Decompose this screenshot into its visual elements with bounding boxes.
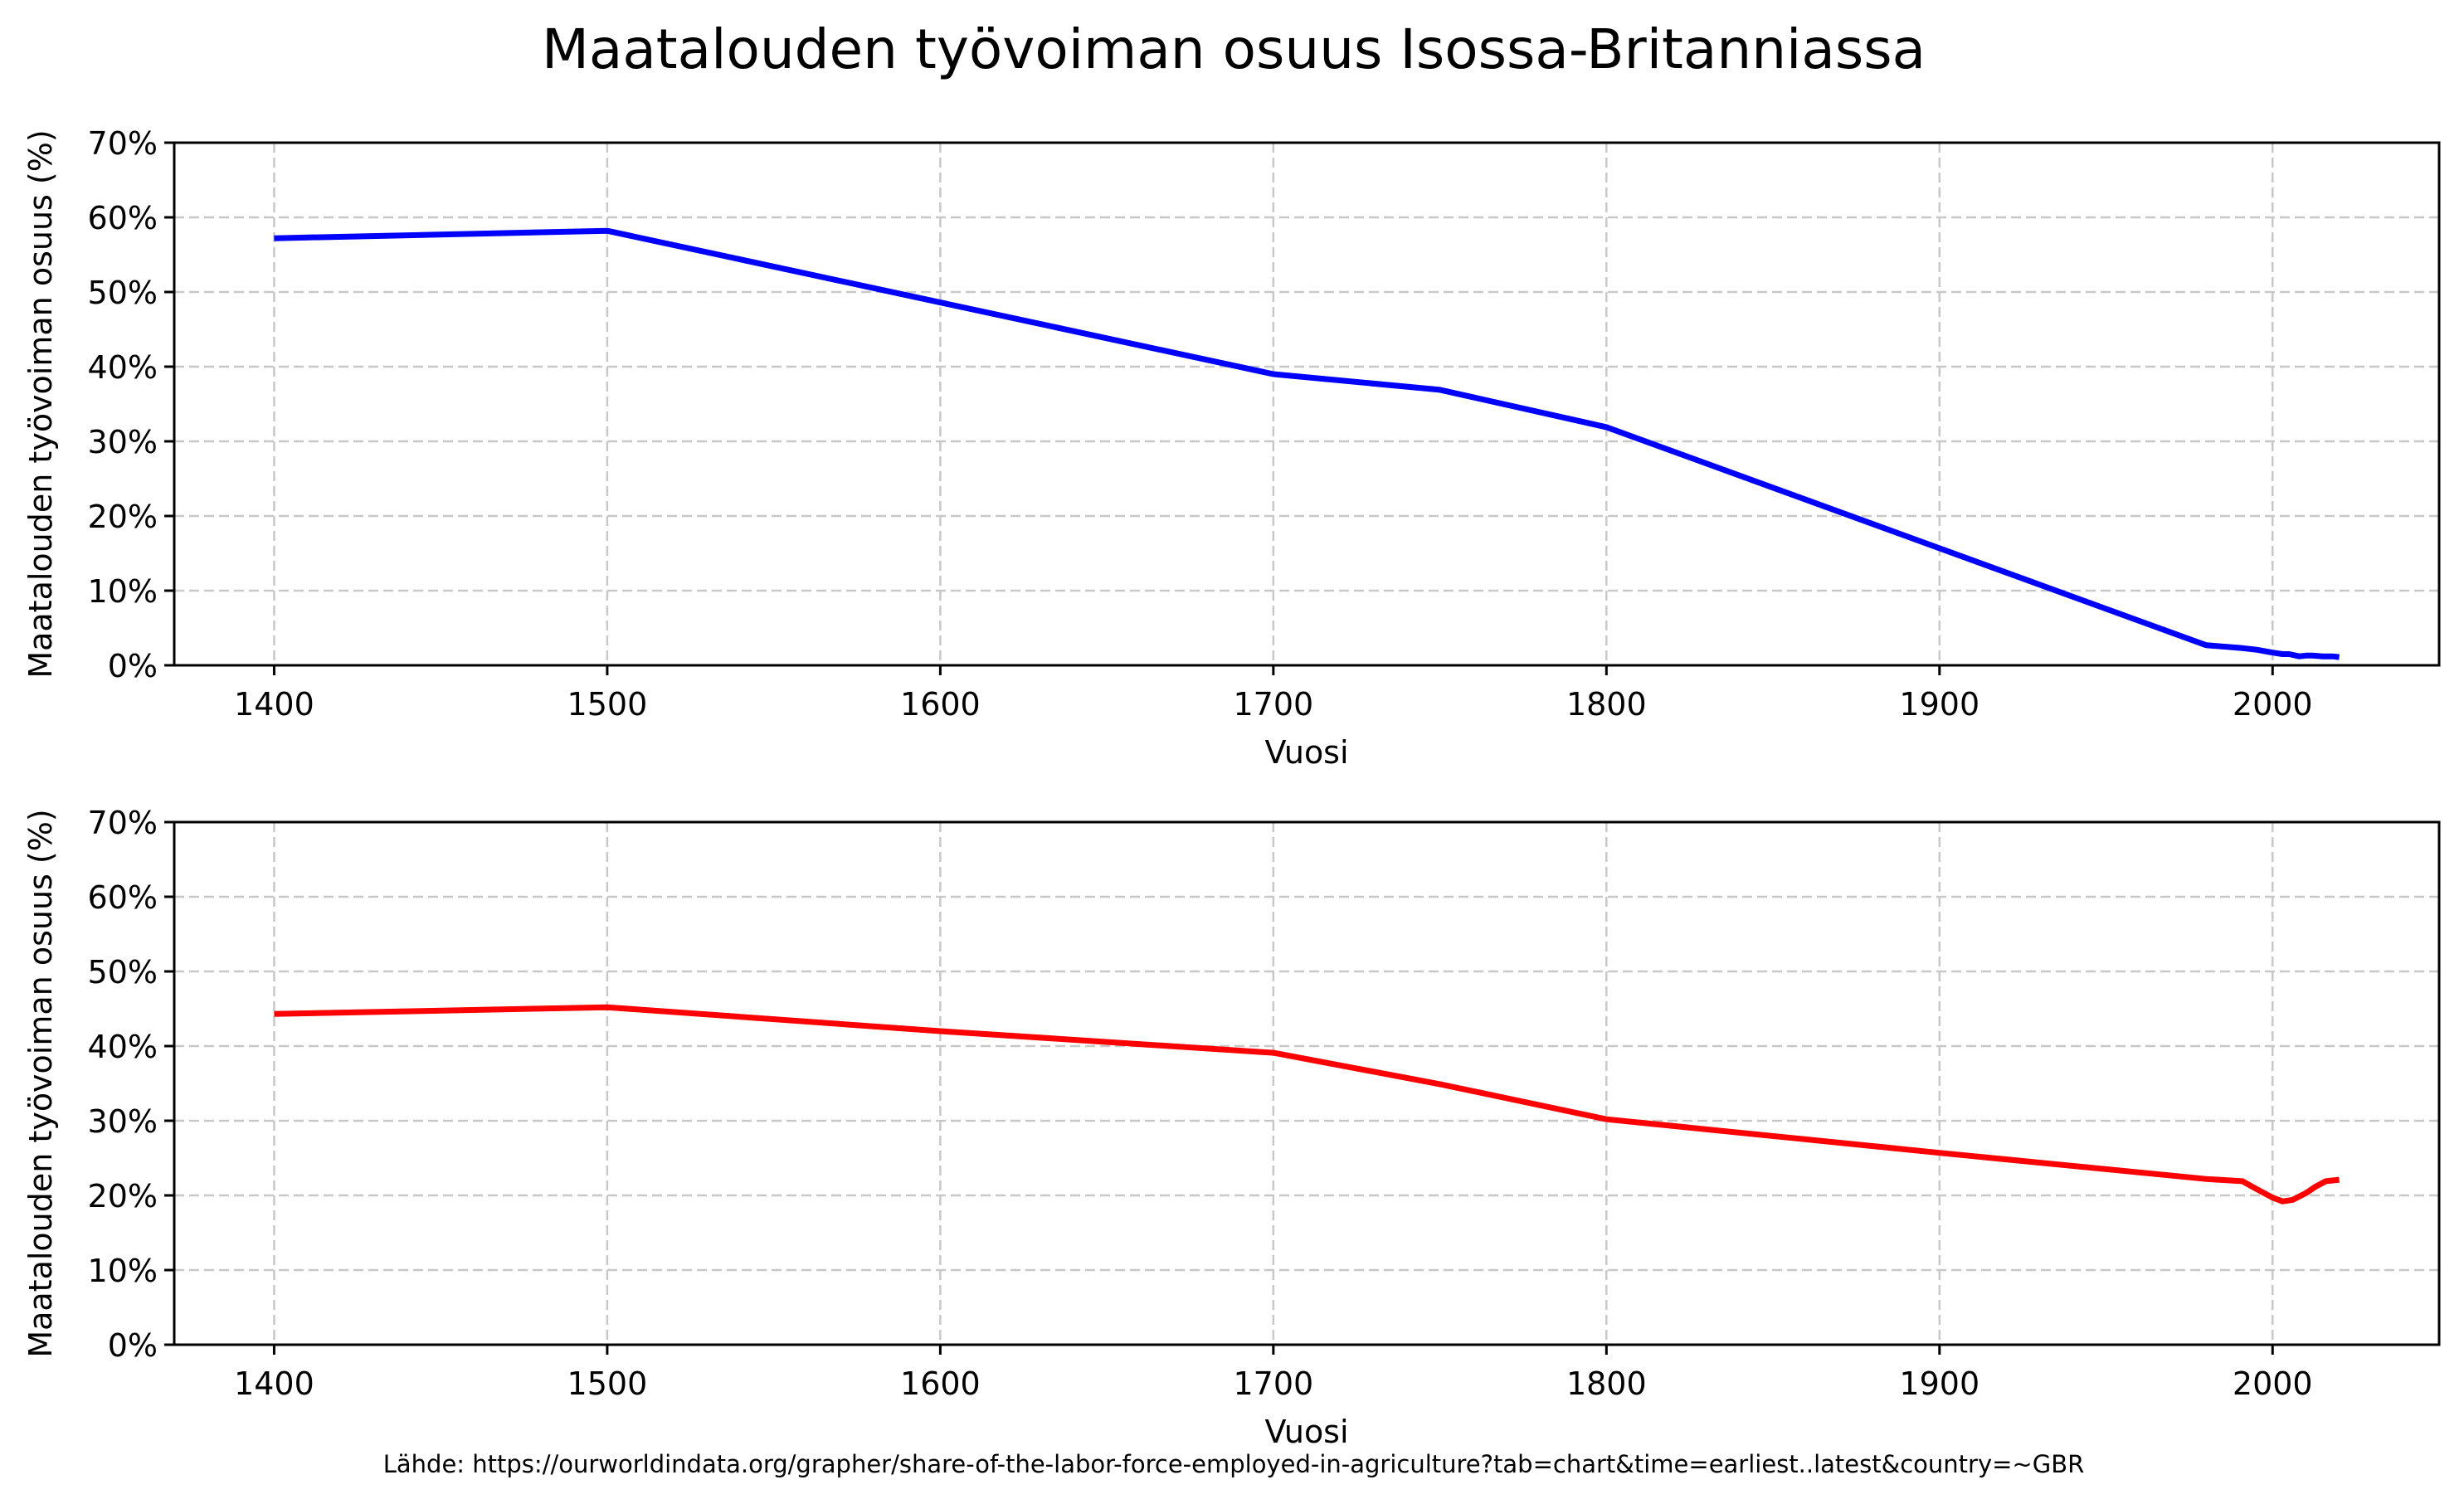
data-line	[274, 227, 2340, 660]
y-tick-label: 50%	[88, 954, 158, 990]
y-tick-label: 0%	[108, 648, 158, 684]
y-tick-label: 10%	[88, 573, 158, 610]
y-axis-label: Maatalouden työvoiman osuus (%)	[22, 809, 59, 1357]
y-tick-label: 10%	[88, 1253, 158, 1289]
x-tick-label: 1600	[900, 1365, 981, 1402]
x-tick-label: 2000	[2233, 686, 2313, 723]
y-tick-label: 20%	[88, 1178, 158, 1214]
y-axis-label: Maatalouden työvoiman osuus (%)	[22, 129, 59, 678]
axes-frame	[173, 141, 2441, 667]
x-tick-label: 1400	[234, 1365, 314, 1402]
y-tick-label: 70%	[88, 805, 158, 841]
x-tick-label: 1500	[567, 1365, 648, 1402]
source-note: Lähde: https://ourworldindata.org/graphe…	[383, 1450, 2085, 1478]
x-tick-label: 1800	[1566, 1365, 1647, 1402]
x-axis-label: Vuosi	[1264, 1414, 1348, 1450]
chart-title: Maatalouden työvoiman osuus Isossa-Brita…	[542, 17, 1926, 81]
y-tick-label: 50%	[88, 275, 158, 311]
x-axis-label: Vuosi	[1264, 734, 1348, 771]
y-tick-label: 40%	[88, 349, 158, 386]
y-tick-label: 70%	[88, 125, 158, 162]
y-tick-label: 30%	[88, 424, 158, 460]
x-tick-label: 1700	[1233, 1365, 1313, 1402]
axes-frame	[173, 820, 2441, 1346]
y-tick-label: 0%	[108, 1327, 158, 1364]
y-tick-label: 60%	[88, 879, 158, 916]
x-tick-label: 1500	[567, 686, 648, 723]
x-tick-label: 1900	[1899, 686, 1979, 723]
x-tick-label: 1800	[1566, 686, 1647, 723]
x-tick-label: 1400	[234, 686, 314, 723]
y-tick-label: 20%	[88, 499, 158, 535]
data-line	[274, 1004, 2340, 1205]
x-tick-label: 1900	[1899, 1365, 1979, 1402]
top-panel: 0% 10% 20% 30% 40% 50% 60% 70% 1400 1500 1600 1700 1…	[22, 125, 2441, 771]
x-tick-label: 2000	[2233, 1365, 2313, 1402]
y-tick-label: 30%	[88, 1103, 158, 1140]
y-tick-label: 60%	[88, 200, 158, 236]
x-tick-label: 1600	[900, 686, 981, 723]
bottom-panel: 0% 10% 20% 30% 40% 50% 60% 70% 1400 1500 1600 1700 1…	[22, 805, 2441, 1450]
y-tick-label: 40%	[88, 1029, 158, 1065]
x-tick-label: 1700	[1233, 686, 1313, 723]
